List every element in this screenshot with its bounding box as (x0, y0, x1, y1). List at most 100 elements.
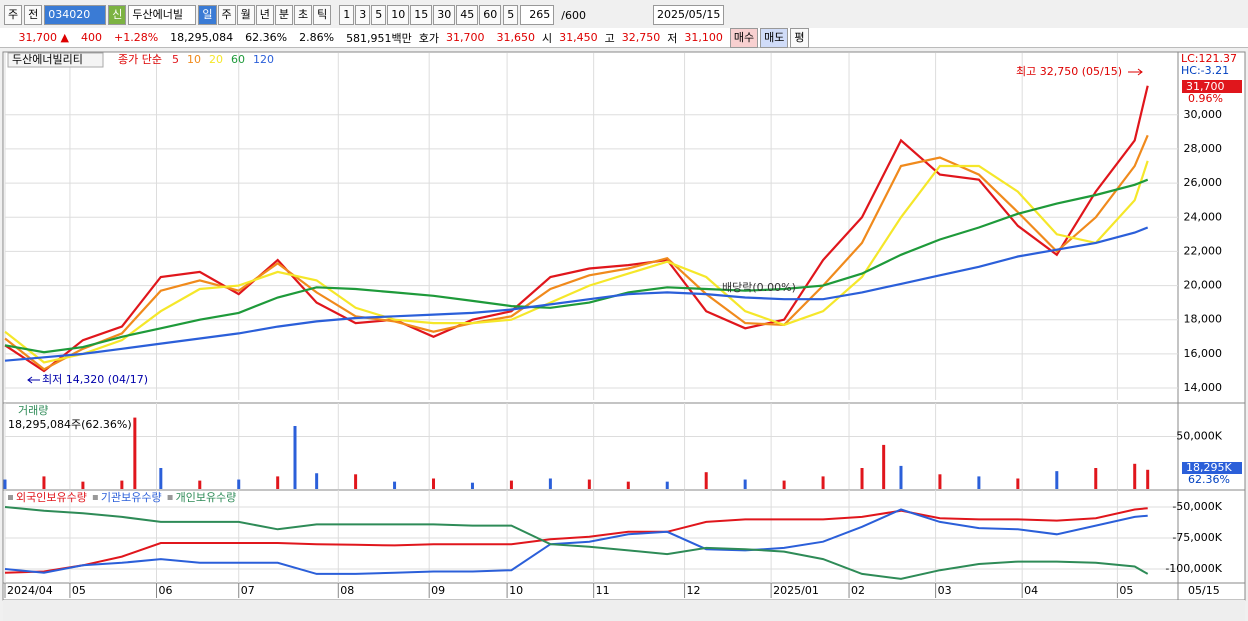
minute-button[interactable]: 45 (456, 5, 479, 25)
last-box (1182, 80, 1242, 93)
minute-button[interactable]: 3 (355, 5, 371, 25)
x-end-label: 05/15 (1188, 584, 1220, 597)
minute-button[interactable]: 1 (339, 5, 355, 25)
unit-button[interactable]: 일 (198, 5, 217, 25)
x-tick-label: 07 (241, 584, 255, 597)
volume-bar (882, 444, 886, 489)
volume-bar (42, 476, 46, 489)
low-annotation: 최저 14,320 (04/17) (42, 373, 148, 386)
volume-bar (293, 426, 297, 489)
chart-frame (2, 51, 1246, 601)
unit-button[interactable]: 월 (236, 5, 255, 25)
labels: 두산에너빌리티 종가 단순 LC:121.37 HC:-3.21 31,700 … (7, 52, 1242, 597)
volume-bar (626, 481, 630, 489)
y-tick-label: 14,000 (1184, 381, 1223, 394)
volume-bar (470, 482, 474, 489)
unit-button[interactable]: 틱 (313, 5, 332, 25)
open: 31,450 (559, 31, 598, 44)
rate: +1.28% (114, 31, 159, 44)
avg-button[interactable]: 평 (790, 27, 809, 48)
legend-entry: 5 (172, 53, 179, 66)
series-line (4, 226, 1149, 362)
minute-button[interactable]: 10 (387, 5, 410, 25)
volume-title: 거래량 (18, 404, 48, 417)
high: 32,750 (621, 31, 661, 44)
dividend-annotation: 배당락(0.00%) (722, 281, 796, 294)
minutes: 1 3 5 10 15 30 45 60 (339, 5, 502, 25)
amount: 581,951백만 (346, 31, 412, 45)
volume-bar (743, 479, 747, 489)
volume-bar (354, 474, 358, 489)
volume-bar (665, 481, 669, 489)
x-tick-label: 06 (158, 584, 172, 597)
hc: HC:-3.21 (1181, 64, 1229, 77)
x-tick-label: 08 (340, 584, 354, 597)
scrollbar[interactable] (3, 600, 1245, 621)
buy-button[interactable]: 매수 (729, 27, 759, 48)
open-label: 시 (542, 31, 553, 45)
minute-button[interactable]: 30 (433, 5, 456, 25)
volume-bar (899, 465, 903, 489)
low: 31,100 (684, 31, 723, 44)
minute-button[interactable]: 5 (371, 5, 387, 25)
legend-entry: 개인보유수량 (176, 491, 237, 504)
date[interactable]: 2025/05/15 (652, 5, 725, 25)
volume-bar (821, 476, 825, 489)
legend-swatch (8, 495, 13, 500)
count[interactable]: 265 (520, 5, 555, 25)
credit[interactable]: 신 (108, 5, 127, 25)
x-tick-label: 04 (1024, 584, 1038, 597)
n-input[interactable]: 5 (503, 5, 519, 25)
legend-swatch (167, 495, 173, 500)
y-tick-label: 18,000 (1184, 313, 1223, 326)
unit-button[interactable]: 주 (217, 5, 236, 25)
volume-last: 18,295K (1186, 461, 1232, 474)
volume-bar (432, 478, 436, 489)
low-label: 저 (667, 31, 678, 45)
x-tick-label: 02 (851, 584, 865, 597)
high-label: 고 (604, 31, 615, 45)
x-tick-label: 2024/04 (7, 584, 53, 597)
volume-bar (782, 480, 786, 489)
ask: 31,700 (446, 31, 485, 44)
y-tick-label: 20,000 (1184, 279, 1223, 292)
series-line (4, 134, 1149, 371)
volume-bar (159, 468, 163, 489)
unit-button[interactable]: 분 (274, 5, 293, 25)
x-tick-label: 12 (687, 584, 701, 597)
unit-button[interactable]: 년 (255, 5, 274, 25)
title-box (7, 52, 104, 68)
x-tick-label: 11 (596, 584, 610, 597)
volume-bar (1016, 478, 1020, 489)
y-tick-label: 24,000 (1184, 210, 1223, 223)
legend-entry: 60 (231, 53, 245, 66)
y-tick-label: 26,000 (1184, 176, 1223, 189)
minute-button[interactable]: 15 (410, 5, 433, 25)
volume-bar (509, 480, 513, 489)
prev[interactable]: 전 (24, 5, 43, 25)
series-line (4, 85, 1149, 373)
marks (3, 85, 1150, 580)
stock-name: 두산에너빌 (128, 5, 197, 25)
unit-button[interactable]: 초 (294, 5, 313, 25)
code-input[interactable]: 034020 (44, 5, 107, 25)
legend-entry: 기관보유수량 (101, 491, 162, 504)
series-line (4, 507, 1148, 574)
volume-bar (1094, 468, 1098, 489)
period[interactable]: 주 (4, 5, 23, 25)
y-tick-label: 22,000 (1184, 244, 1223, 257)
volume-bar (977, 476, 981, 489)
y-tick-label: 30,000 (1184, 108, 1223, 121)
sell-button[interactable]: 매도 (760, 27, 789, 48)
chart-title: 두산에너빌리티 (12, 53, 83, 66)
volume-bar (1055, 471, 1059, 489)
legend-entry: 10 (187, 53, 201, 66)
quote-bar: 31,700 ▲ 400 +1.28% 18,295,084 62.36% 2.… (0, 27, 1248, 48)
y-tick-label: 50,000K (1176, 430, 1222, 443)
minute-button[interactable]: 60 (479, 5, 502, 25)
bid: 31,650 (496, 31, 536, 44)
